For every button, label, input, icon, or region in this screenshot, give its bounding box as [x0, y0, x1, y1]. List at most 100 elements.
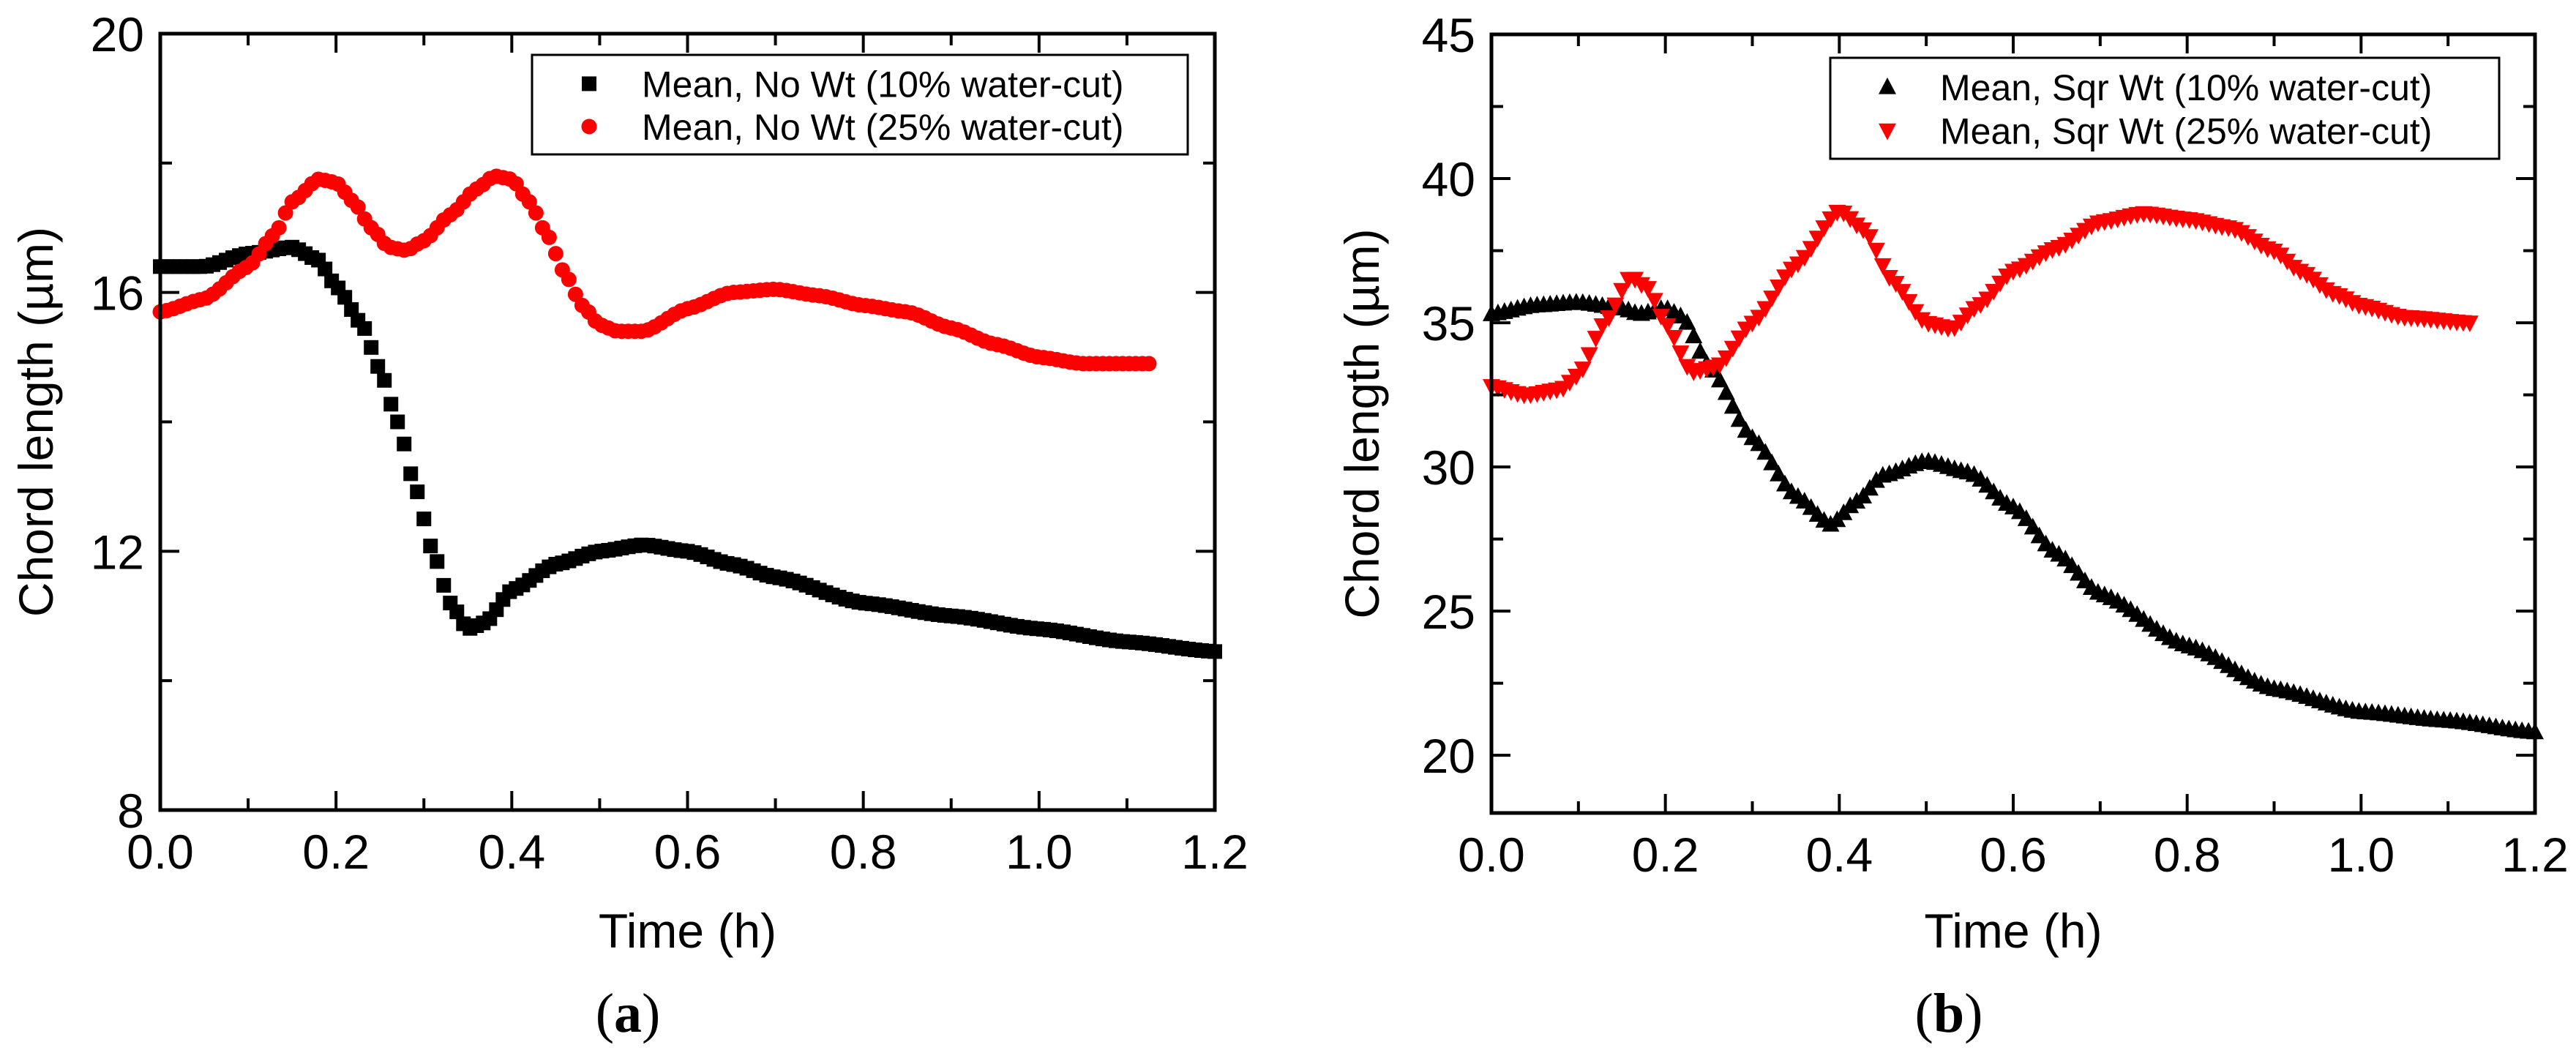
- data-point-series-1: [1750, 434, 1768, 451]
- data-point-series-1: [430, 554, 445, 569]
- data-point-series-2: [528, 205, 544, 221]
- x-tick-label: 1.2: [2501, 828, 2569, 882]
- data-point-series-1: [364, 340, 379, 355]
- x-tick-label: 0.2: [302, 825, 370, 879]
- data-point-series-2: [1795, 250, 1813, 267]
- x-tick-label: 1.2: [1181, 825, 1248, 879]
- data-point-series-2: [2460, 315, 2479, 332]
- data-point-series-1: [1763, 453, 1781, 471]
- x-tick-label: 0.8: [2154, 828, 2221, 882]
- x-tick-label: 0.6: [654, 825, 722, 879]
- y-tick-label: 35: [1422, 296, 1475, 351]
- data-point-series-2: [1900, 293, 1918, 311]
- data-point-series-2: [1802, 241, 1820, 258]
- data-point-series-2: [1815, 220, 1833, 237]
- chart-panel-b: 0.0 0.2 0.4 0.6 0.8 1.0 1.2 20 25 30 35 40 45 Mean, …: [1335, 8, 2569, 1044]
- data-point-series-1: [357, 321, 372, 336]
- data-point-series-2: [541, 229, 557, 245]
- legend-label-series-2: Mean, Sqr Wt (25% water-cut): [1940, 110, 2432, 151]
- tick-labels: 0.0 0.2 0.4 0.6 0.8 1.0 1.2 20 25 30 35 40 45: [1422, 8, 2569, 882]
- data-point-series-2: [1770, 280, 1788, 296]
- data-point-series-1: [403, 466, 419, 481]
- legend-label-series-1: Mean, Sqr Wt (10% water-cut): [1940, 67, 2432, 108]
- legend: Mean, Sqr Wt (10% water-cut) Mean, Sqr W…: [1829, 56, 2501, 160]
- data-point-series-2: [1141, 356, 1157, 372]
- legend-marker-shape: [1879, 77, 1896, 94]
- data-point-series-1: [337, 290, 353, 305]
- data-point-series-1: [1710, 370, 1729, 388]
- legend-label-series-2: Mean, No Wt (25% water-cut): [642, 107, 1124, 148]
- data-point-series-2: [1717, 350, 1735, 367]
- x-tick-label: 1.0: [1006, 825, 1073, 879]
- y-tick-label: 45: [1422, 8, 1475, 62]
- data-point-series-1: [1723, 397, 1742, 414]
- data-point-series-2: [1750, 310, 1768, 327]
- data-point-series-2: [1756, 301, 1775, 318]
- data-point-series-1: [318, 261, 333, 277]
- data-point-series-1: [2023, 517, 2042, 535]
- data-point-series-2: [1652, 309, 1670, 326]
- chart-panel-a: 0.0 0.2 0.4 0.6 0.8 1.0 1.2 8 12 16 20 Mean, No Wt…: [9, 7, 1248, 1044]
- data-point-series-2: [350, 199, 366, 215]
- x-tick-label: 0.2: [1632, 828, 1699, 882]
- legend-marker-triangle-up-icon: [1879, 77, 1896, 94]
- axis-ticks: [159, 32, 1216, 812]
- data-point-series-2: [567, 286, 583, 302]
- data-point-series-2: [1600, 310, 1618, 327]
- data-point-series-1: [436, 577, 452, 593]
- data-point-series-2: [277, 205, 293, 221]
- data-point-series-2: [271, 220, 287, 236]
- x-tick-label: 1.0: [2327, 828, 2395, 882]
- data-point-series-2: [1580, 347, 1598, 364]
- y-tick-label: 30: [1422, 441, 1475, 495]
- legend-marker-circle-icon: [581, 119, 597, 135]
- y-tick-label: 12: [91, 525, 144, 579]
- y-tick-label: 40: [1422, 152, 1475, 206]
- panel-label: (a): [596, 983, 661, 1044]
- panel-letter: b: [1933, 983, 1964, 1044]
- data-point-series-1: [1756, 443, 1775, 460]
- data-point-series-1: [377, 372, 392, 388]
- x-tick-label: 0.0: [1458, 828, 1525, 882]
- y-tick-label: 20: [91, 7, 144, 61]
- x-tick-label: 0.0: [127, 825, 194, 879]
- data-point-series-1: [1717, 383, 1735, 400]
- data-point-series-2: [547, 246, 564, 262]
- data-point-series-2: [1873, 258, 1892, 275]
- data-point-series-2: [1606, 297, 1625, 315]
- y-axis-title: Chord length (µm): [1335, 228, 1389, 618]
- data-point-series-2: [1658, 318, 1677, 335]
- legend: Mean, No Wt (10% water-cut) Mean, No Wt …: [531, 53, 1189, 156]
- data-point-series-1: [423, 539, 438, 554]
- data-point-series-2: [521, 194, 537, 210]
- data-point-series-2: [1665, 330, 1683, 347]
- data-markers: [152, 168, 1222, 659]
- data-point-series-1: [449, 604, 465, 620]
- x-tick-label: 0.6: [1980, 828, 2047, 882]
- legend-marker-shape: [582, 76, 596, 91]
- data-point-series-2: [1763, 291, 1781, 307]
- data-point-series-2: [1613, 282, 1631, 300]
- legend-marker-shape: [581, 119, 597, 135]
- data-point-series-2: [1860, 229, 1879, 246]
- x-axis-title: Time (h): [1924, 904, 2102, 958]
- data-point-series-2: [1730, 330, 1748, 348]
- x-tick-label: 0.4: [478, 825, 545, 879]
- x-axis-title: Time (h): [599, 904, 776, 958]
- data-point-series-1: [383, 397, 399, 412]
- data-point-series-2: [1645, 293, 1663, 310]
- data-point-series-2: [1671, 345, 1690, 362]
- legend-box: [1829, 56, 2501, 160]
- data-point-series-2: [1893, 284, 1912, 301]
- plot-frame: [158, 31, 1217, 812]
- data-point-series-2: [1723, 340, 1742, 358]
- y-tick-label: 8: [117, 784, 144, 838]
- y-tick-label: 25: [1422, 585, 1475, 639]
- plot-frame: [1489, 32, 2537, 815]
- data-point-series-1: [1770, 464, 1788, 481]
- tick-labels: 0.0 0.2 0.4 0.6 0.8 1.0 1.2 8 12 16 20: [91, 7, 1248, 879]
- x-tick-label: 0.8: [830, 825, 897, 879]
- panel-letter: a: [614, 983, 642, 1044]
- panel-label: (b): [1915, 983, 1983, 1044]
